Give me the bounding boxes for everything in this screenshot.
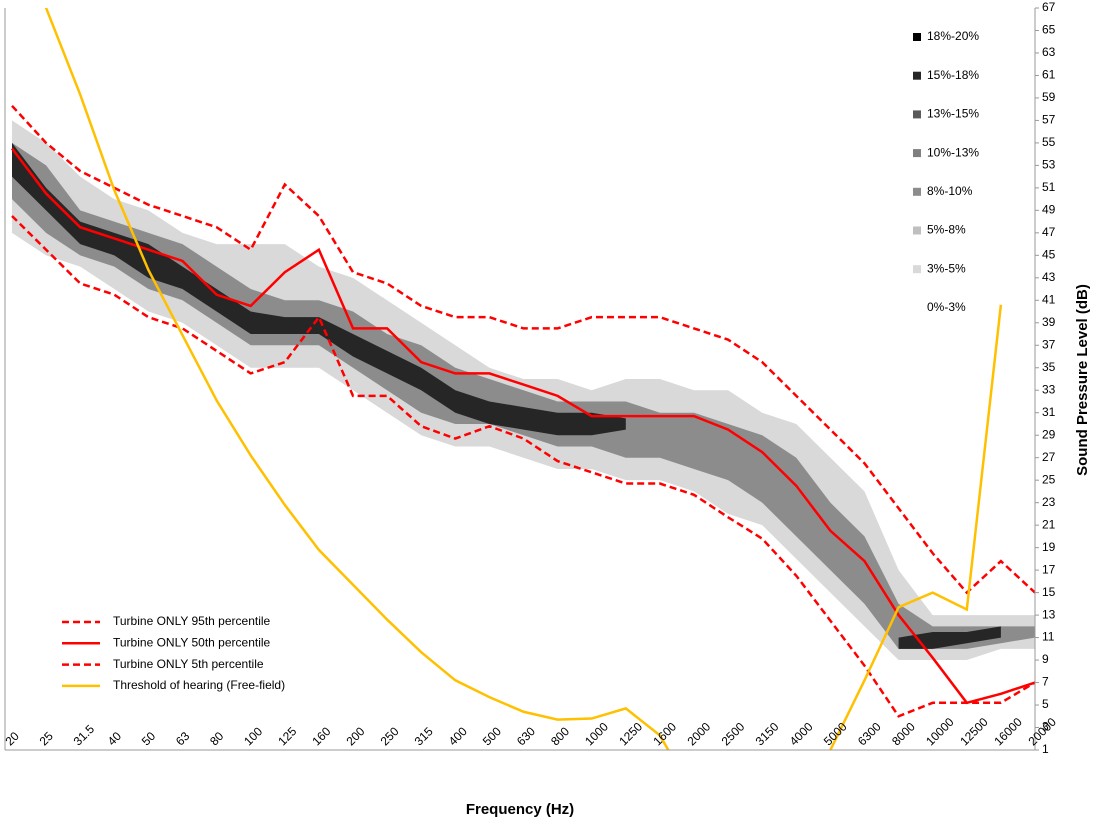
x-tick-label: 12500 [957, 715, 991, 749]
x-tick-label: 63 [173, 729, 193, 749]
y-tick-label: 57 [1042, 113, 1056, 127]
contour-band [898, 626, 1001, 649]
y-tick-label: 19 [1042, 540, 1056, 554]
x-tick-label: 8000 [889, 719, 918, 748]
x-tick-label: 100 [241, 724, 265, 748]
x-tick-label: 31.5 [71, 722, 98, 749]
y-tick-label: 39 [1042, 315, 1056, 329]
y-tick-label: 65 [1042, 23, 1056, 37]
y-tick-label: 45 [1042, 248, 1056, 262]
x-tick-label: 2500 [719, 719, 748, 748]
series-line [829, 304, 1003, 750]
y-tick-label: 21 [1042, 517, 1056, 531]
y-tick-label: 33 [1042, 382, 1056, 396]
x-tick-label: 2000 [684, 719, 713, 748]
series-line [11, 104, 1035, 595]
y-tick-label: 55 [1042, 135, 1056, 149]
y-tick-label: 67 [1042, 0, 1056, 14]
y-tick-label: 35 [1042, 360, 1056, 374]
x-tick-label: 400 [446, 724, 470, 748]
legend-label: 8%-10% [927, 184, 973, 198]
contour-band [12, 142, 1035, 649]
x-tick-label: 200 [343, 724, 367, 748]
y-tick-label: 29 [1042, 427, 1056, 441]
y-tick-label: 7 [1042, 675, 1049, 689]
y-tick-label: 5 [1042, 697, 1049, 711]
y-tick-label: 15 [1042, 585, 1056, 599]
x-axis-title: Frequency (Hz) [466, 801, 574, 818]
x-tick-label: 25 [37, 729, 57, 749]
y-tick-label: 9 [1042, 652, 1049, 666]
series-line [44, 8, 670, 750]
plot-area [11, 8, 1035, 750]
y-tick-label: 49 [1042, 203, 1056, 217]
legend-label: 5%-8% [927, 223, 966, 237]
legend-swatch [913, 226, 921, 235]
legend-label: 13%-15% [927, 107, 979, 121]
x-tick-label: 1250 [616, 719, 645, 748]
x-tick-label: 4000 [787, 719, 816, 748]
y-tick-label: 27 [1042, 450, 1056, 464]
legend-label: 15%-18% [927, 68, 979, 82]
y-tick-label: 31 [1042, 405, 1056, 419]
y-tick-label: 43 [1042, 270, 1056, 284]
legend-label: Turbine ONLY 95th percentile [113, 614, 271, 628]
x-tick-label: 3150 [753, 719, 782, 748]
y-tick-label: 1 [1042, 742, 1049, 756]
x-tick-label: 6300 [855, 719, 884, 748]
y-tick-label: 63 [1042, 45, 1056, 59]
legend-swatch [913, 110, 921, 119]
legend-swatch [913, 265, 921, 274]
x-tick-label: 125 [275, 724, 299, 748]
x-tick-label: 315 [412, 724, 436, 748]
x-tick-label: 10000 [923, 715, 957, 749]
legend-label: 3%-5% [927, 261, 966, 275]
legend-swatch [913, 33, 921, 41]
legend-label: Turbine ONLY 50th percentile [113, 635, 271, 649]
y-tick-label: 23 [1042, 495, 1056, 509]
y-tick-label: 25 [1042, 472, 1056, 486]
x-tick-label: 40 [105, 729, 125, 749]
y-tick-label: 51 [1042, 180, 1056, 194]
x-tick-label: 80 [207, 729, 227, 749]
x-tick-label: 160 [309, 724, 333, 748]
x-tick-label: 5000 [821, 719, 850, 748]
x-tick-label: 50 [139, 729, 159, 749]
y-tick-label: 13 [1042, 607, 1056, 621]
legend-swatch [913, 187, 921, 196]
legend-label: 0%-3% [927, 300, 966, 314]
x-tick-label: 630 [514, 724, 538, 748]
y-tick-label: 3 [1042, 720, 1049, 734]
series-line [11, 215, 1035, 718]
x-tick-label: 800 [548, 724, 572, 748]
legend-swatch [913, 149, 921, 158]
y-tick-label: 59 [1042, 90, 1056, 104]
legend-swatch [913, 71, 921, 80]
y-axis-title: Sound Pressure Level (dB) [1074, 284, 1091, 476]
legend-label: Threshold of hearing (Free-field) [113, 678, 285, 692]
y-tick-label: 11 [1042, 630, 1055, 644]
x-tick-label: 500 [480, 724, 504, 748]
legend-label: Turbine ONLY 5th percentile [113, 657, 264, 671]
y-tick-label: 41 [1042, 292, 1056, 306]
x-tick-label: 1000 [582, 719, 611, 748]
y-tick-label: 53 [1042, 158, 1056, 172]
y-tick-label: 17 [1042, 562, 1056, 576]
legend-label: 10%-13% [927, 145, 979, 159]
y-tick-label: 37 [1042, 337, 1056, 351]
y-tick-label: 47 [1042, 225, 1056, 239]
legend-label: 18%-20% [927, 29, 979, 43]
x-tick-label: 250 [378, 724, 402, 748]
y-tick-label: 61 [1042, 68, 1056, 82]
x-tick-label: 16000 [991, 715, 1025, 749]
series-line [11, 147, 1035, 705]
